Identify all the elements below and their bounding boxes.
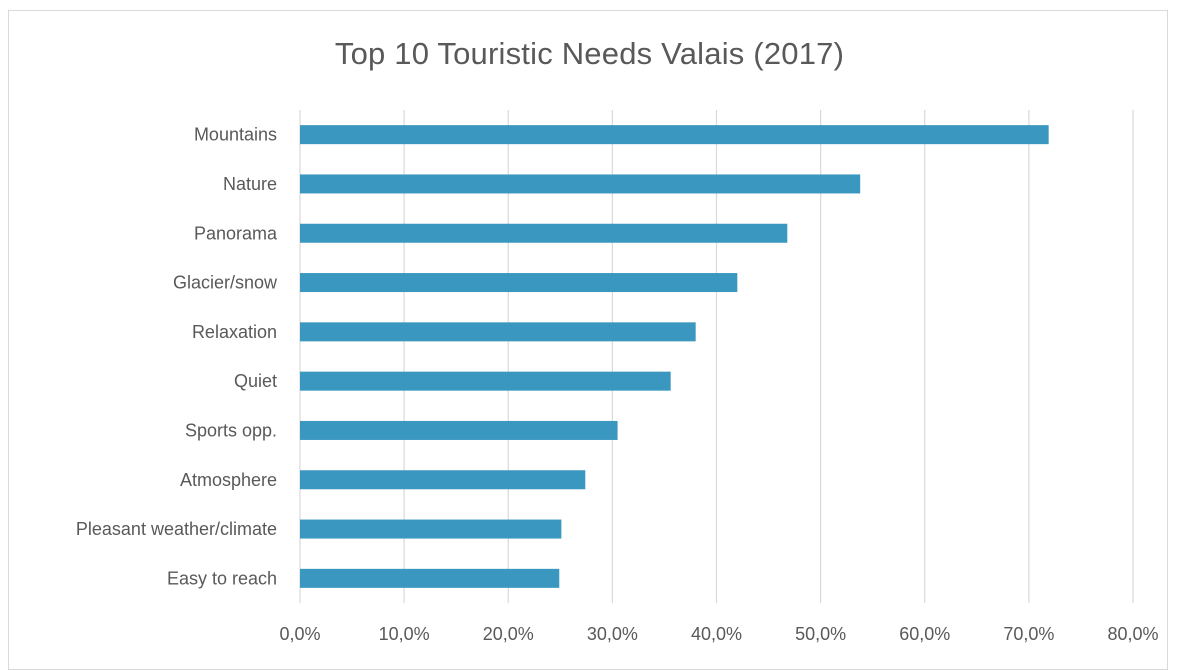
category-label: Atmosphere bbox=[180, 470, 277, 490]
category-label: Quiet bbox=[234, 371, 277, 391]
chart-title: Top 10 Touristic Needs Valais (2017) bbox=[334, 36, 845, 71]
category-label: Relaxation bbox=[192, 322, 277, 342]
category-label: Sports opp. bbox=[185, 420, 277, 440]
bars bbox=[300, 125, 1049, 588]
bar bbox=[300, 568, 560, 588]
category-label: Glacier/snow bbox=[173, 273, 278, 293]
bar bbox=[300, 519, 562, 539]
x-tick-label: 80,0% bbox=[1107, 624, 1158, 644]
category-label: Nature bbox=[223, 174, 277, 194]
category-label: Mountains bbox=[194, 125, 277, 145]
category-labels: Mountains Nature Panorama Glacier/snow Relax… bbox=[76, 125, 278, 589]
x-tick-label: 0,0% bbox=[279, 624, 320, 644]
bar bbox=[300, 470, 586, 490]
bar bbox=[300, 420, 618, 440]
x-tick-label: 10,0% bbox=[379, 624, 430, 644]
category-label: Easy to reach bbox=[167, 568, 277, 588]
x-tick-label: 30,0% bbox=[587, 624, 638, 644]
bar bbox=[300, 273, 738, 293]
category-label: Pleasant weather/climate bbox=[76, 519, 277, 539]
x-tick-label: 70,0% bbox=[1003, 624, 1054, 644]
bar bbox=[300, 371, 671, 391]
category-label: Panorama bbox=[194, 223, 278, 243]
x-tick-label: 40,0% bbox=[691, 624, 742, 644]
bar bbox=[300, 125, 1049, 145]
bar bbox=[300, 174, 861, 194]
x-tick-label: 60,0% bbox=[899, 624, 950, 644]
x-tick-label: 20,0% bbox=[483, 624, 534, 644]
bar bbox=[300, 223, 788, 243]
bar bbox=[300, 322, 696, 342]
x-tick-label: 50,0% bbox=[795, 624, 846, 644]
x-tick-labels: 0,0% 10,0% 20,0% 30,0% 40,0% 50,0% 60,0% 70,0% 8… bbox=[279, 624, 1158, 644]
